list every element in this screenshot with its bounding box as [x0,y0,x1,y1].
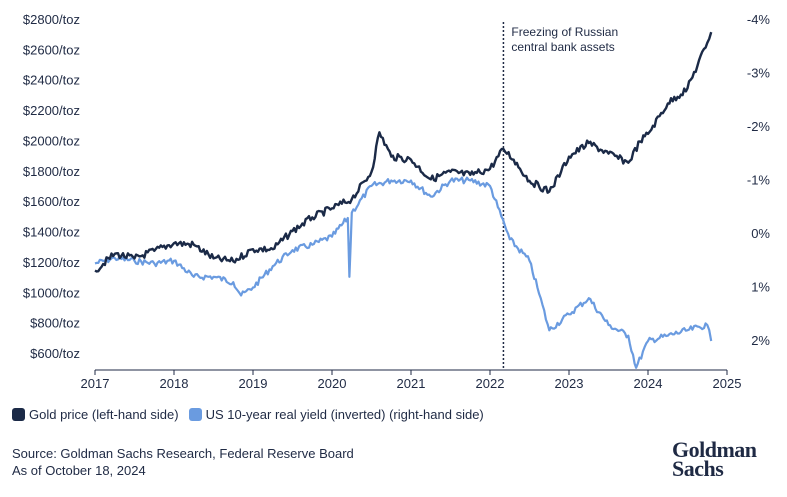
left-axis-ticks: $600/toz $800/toz $1000/toz $1200/toz $1400/… [23,12,80,361]
x-axis-ticks: 2017 2018 2019 2020 2021 2022 2023 2024 2025 [81,370,742,391]
right-tick-label: -3% [747,66,771,81]
goldman-sachs-logo: Goldman Sachs [672,437,776,481]
right-tick-label: 0% [751,226,770,241]
x-tick-label: 2021 [397,376,426,391]
source-note: Source: Goldman Sachs Research, Federal … [12,445,354,479]
right-tick-label: -2% [747,119,771,134]
left-tick-label: $1400/toz [23,225,80,240]
x-tick-label: 2020 [318,376,347,391]
x-tick-label: 2025 [713,376,742,391]
legend: Gold price (left-hand side) US 10-year r… [12,407,494,422]
right-tick-label: -4% [747,12,771,27]
chart: $600/toz $800/toz $1000/toz $1200/toz $1400/… [23,12,771,391]
legend-swatch-yield [188,408,202,421]
left-tick-label: $2400/toz [23,73,80,88]
annotation-text-line-1: Freezing of Russian [511,25,618,39]
legend-label-yield: US 10-year real yield (inverted) (right-… [205,407,484,422]
left-tick-label: $1800/toz [23,164,80,179]
left-tick-label: $800/toz [30,316,80,331]
left-tick-label: $600/toz [30,346,80,361]
left-tick-label: $1000/toz [23,285,80,300]
gold-price-line [94,31,713,273]
left-tick-label: $2800/toz [23,12,80,27]
right-axis-ticks: 2% 1% 0% -1% -2% -3% -4% [747,12,771,348]
x-tick-label: 2017 [81,376,110,391]
right-tick-label: 1% [751,280,770,295]
as-of-text: As of October 18, 2024 [12,463,146,478]
legend-item-gold: Gold price (left-hand side) [12,407,179,422]
legend-label-gold: Gold price (left-hand side) [29,407,179,422]
left-tick-label: $2000/toz [23,133,80,148]
right-tick-label: -1% [747,173,771,188]
logo-line-1: Goldman [672,437,757,462]
x-tick-label: 2024 [634,376,663,391]
source-text: Source: Goldman Sachs Research, Federal … [12,446,354,461]
series-group [94,31,713,369]
left-tick-label: $2200/toz [23,103,80,118]
annotation-text-line-2: central bank assets [511,40,614,54]
x-tick-label: 2019 [239,376,268,391]
legend-item-yield: US 10-year real yield (inverted) (right-… [188,407,484,422]
right-tick-label: 2% [751,333,770,348]
x-tick-label: 2018 [160,376,189,391]
left-tick-label: $1200/toz [23,255,80,270]
x-tick-label: 2023 [555,376,584,391]
real-yield-line [94,176,713,369]
left-tick-label: $2600/toz [23,42,80,57]
left-tick-label: $1600/toz [23,194,80,209]
logo-line-2: Sachs [672,456,724,481]
x-tick-label: 2022 [476,376,505,391]
legend-swatch-gold [12,408,25,421]
